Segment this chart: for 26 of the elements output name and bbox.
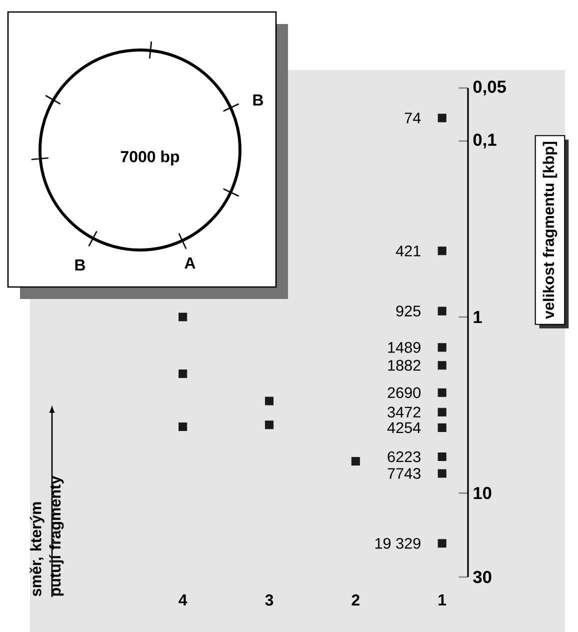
- annotation: 2690: [388, 387, 421, 398]
- annotation: 7743: [388, 468, 420, 479]
- annotation: 925: [396, 306, 420, 316]
- x-tick-label: 2: [352, 594, 360, 606]
- annotation: 6223: [388, 451, 420, 462]
- x-tick-label: 4: [178, 594, 188, 606]
- annotation: 19 329: [375, 538, 420, 549]
- y-tick-label: 10: [474, 486, 492, 500]
- y-tick-label: 0,05: [473, 80, 506, 96]
- annotation: B: [253, 94, 264, 106]
- y-tick-label: 1: [474, 311, 482, 323]
- text: B: [75, 260, 86, 271]
- x-tick-label: 1: [438, 594, 446, 606]
- y-axis-title: velikost fragmentu [kbp]: [542, 142, 558, 319]
- annotation: A: [184, 258, 196, 269]
- text: směr, kterým putují fragmenty: [30, 476, 64, 596]
- annotation: 1489: [388, 342, 420, 353]
- annotation: 4254: [387, 422, 421, 434]
- y-tick-label: 30: [473, 570, 492, 584]
- x-tick-label: 3: [265, 594, 274, 606]
- annotation: 421: [396, 246, 420, 256]
- y-tick-label: 0,1: [473, 134, 496, 148]
- annotation: 74: [404, 112, 421, 124]
- annotation: 3472: [388, 406, 420, 418]
- annotation: 1882: [388, 360, 420, 371]
- annotation: 7000 bp: [120, 150, 180, 166]
